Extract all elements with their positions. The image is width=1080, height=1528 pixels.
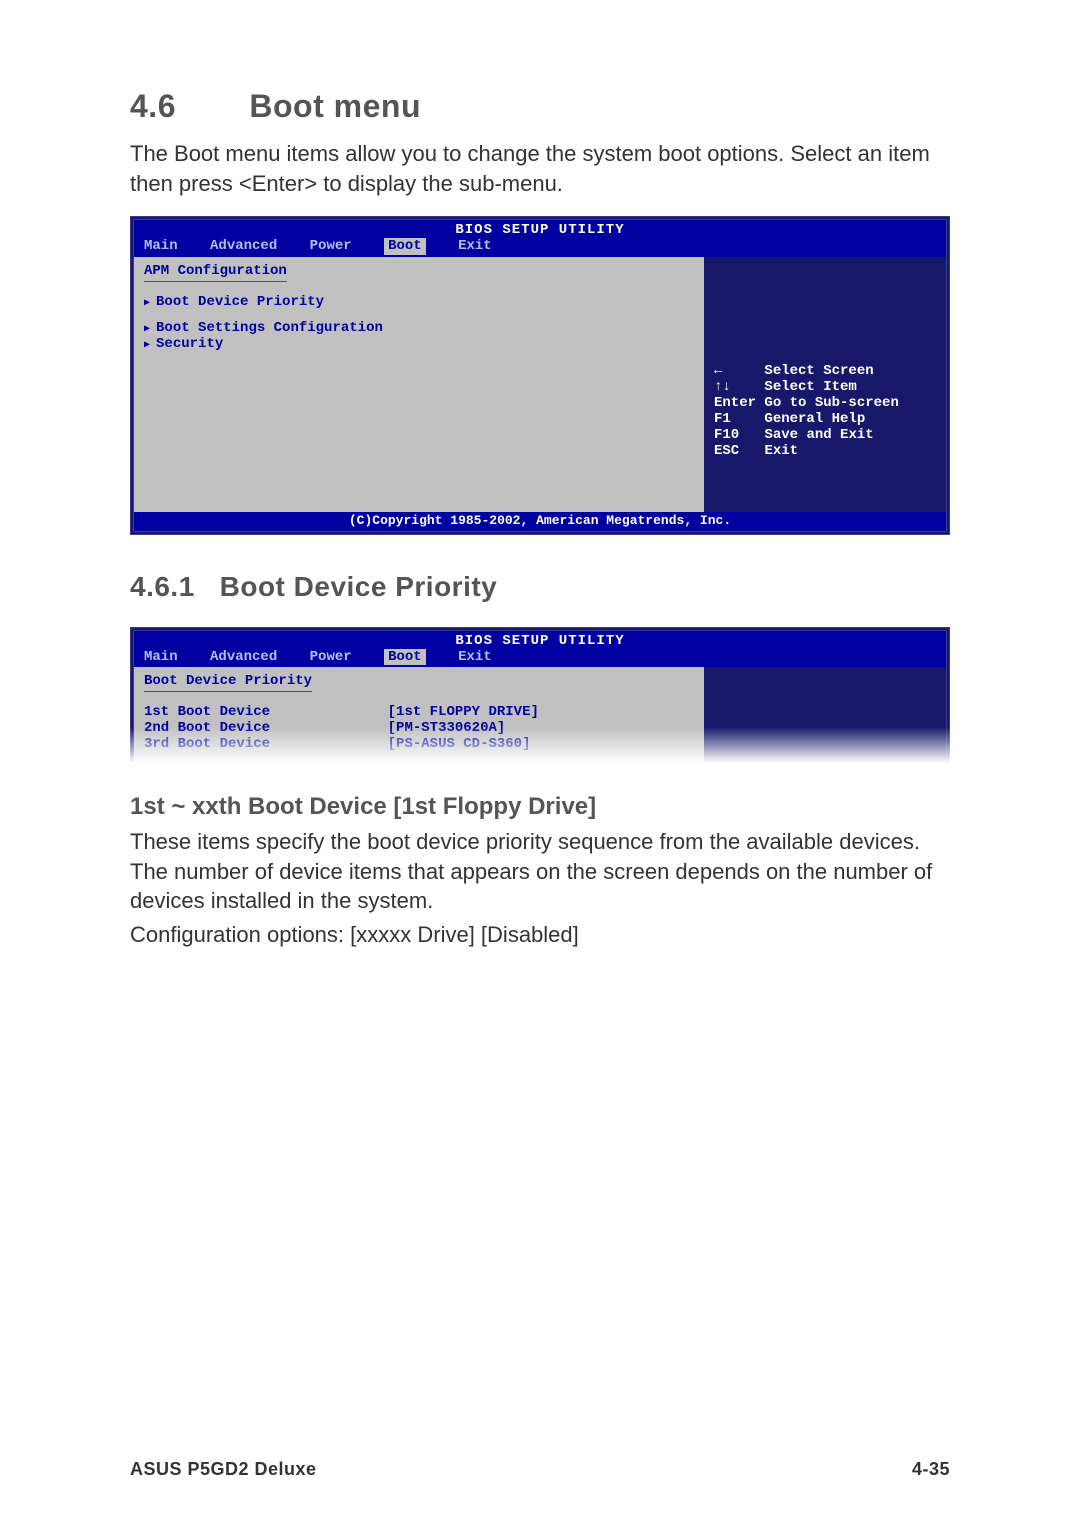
bios-tab-advanced: Advanced [210, 238, 277, 254]
bios2-tab-main: Main [144, 649, 178, 665]
bios-right-pane: ← Select Screen ↑↓ Select Item Enter Go … [706, 257, 946, 512]
section-intro: The Boot menu items allow you to change … [130, 139, 950, 198]
key-f10-label: Save and Exit [764, 427, 873, 443]
subsection-number: 4.6.1 [130, 571, 195, 602]
section-number: 4.6 [130, 88, 240, 125]
bios-item-boot-device-priority: Boot Device Priority [144, 294, 694, 310]
item-heading: 1st ~ xxth Boot Device [1st Floppy Drive… [130, 793, 950, 821]
bios-tab-boot: Boot [384, 238, 426, 254]
bios2-tab-boot: Boot [384, 649, 426, 665]
bios-item-boot-settings-config: Boot Settings Configuration [144, 320, 694, 336]
bios2-right-pane [706, 667, 946, 767]
key-left-label: Select Screen [764, 363, 873, 379]
key-f1-label: General Help [764, 411, 865, 427]
bios2-row-1: 1st Boot Device [1st FLOPPY DRIVE] [144, 704, 694, 720]
key-updown-icon: ↑↓ [714, 379, 731, 395]
key-esc-label: Exit [764, 443, 798, 459]
key-enter: Enter [714, 395, 756, 411]
bios2-tab-power: Power [310, 649, 352, 665]
page-footer: ASUS P5GD2 Deluxe 4-35 [130, 1459, 950, 1480]
bios2-tab-exit: Exit [458, 649, 492, 665]
key-enter-label: Go to Sub-screen [764, 395, 898, 411]
bios2-row1-label: 1st Boot Device [144, 704, 270, 720]
bios-copyright: (C)Copyright 1985-2002, American Megatre… [134, 512, 946, 531]
bios2-left-header: Boot Device Priority [144, 673, 312, 692]
bios-tab-main: Main [144, 238, 178, 254]
bios2-title: BIOS SETUP UTILITY [134, 631, 946, 649]
bios-item-security: Security [144, 336, 694, 352]
bios2-tabs: Main Advanced Power Boot Exit [134, 649, 946, 667]
bios2-row2-label: 2nd Boot Device [144, 720, 270, 736]
bios2-left-pane: Boot Device Priority 1st Boot Device [1s… [134, 667, 706, 767]
footer-page-number: 4-35 [912, 1459, 950, 1480]
bios-left-header: APM Configuration [144, 263, 287, 282]
bios-tabs: Main Advanced Power Boot Exit [134, 238, 946, 256]
key-left-icon: ← [714, 363, 722, 379]
section-title-text: Boot menu [249, 88, 421, 124]
bios2-tab-advanced: Advanced [210, 649, 277, 665]
bios2-row2-value: [PM-ST330620A] [388, 720, 506, 736]
item-description: These items specify the boot device prio… [130, 827, 950, 916]
bios-key-help: ← Select Screen ↑↓ Select Item Enter Go … [714, 363, 938, 460]
subsection-heading: 4.6.1 Boot Device Priority [130, 571, 950, 603]
item-config-options: Configuration options: [xxxxx Drive] [Di… [130, 920, 950, 950]
bios-boot-menu-screenshot: BIOS SETUP UTILITY Main Advanced Power B… [130, 216, 950, 535]
bios2-row3-value: [PS-ASUS CD-S360] [388, 736, 531, 752]
bios-left-pane: APM Configuration Boot Device Priority B… [134, 257, 706, 512]
bios2-row1-value: [1st FLOPPY DRIVE] [388, 704, 539, 720]
key-esc: ESC [714, 443, 739, 459]
key-updown-label: Select Item [764, 379, 856, 395]
section-heading: 4.6 Boot menu [130, 88, 950, 125]
bios-boot-priority-screenshot: BIOS SETUP UTILITY Main Advanced Power B… [130, 617, 950, 767]
bios-title: BIOS SETUP UTILITY [134, 220, 946, 238]
bios2-row3-label: 3rd Boot Device [144, 736, 270, 752]
footer-product: ASUS P5GD2 Deluxe [130, 1459, 317, 1480]
bios-tab-power: Power [310, 238, 352, 254]
bios2-row-2: 2nd Boot Device [PM-ST330620A] [144, 720, 694, 736]
bios-tab-exit: Exit [458, 238, 492, 254]
subsection-title: Boot Device Priority [220, 571, 498, 602]
bios2-row-3: 3rd Boot Device [PS-ASUS CD-S360] [144, 736, 694, 752]
key-f10: F10 [714, 427, 739, 443]
key-f1: F1 [714, 411, 731, 427]
